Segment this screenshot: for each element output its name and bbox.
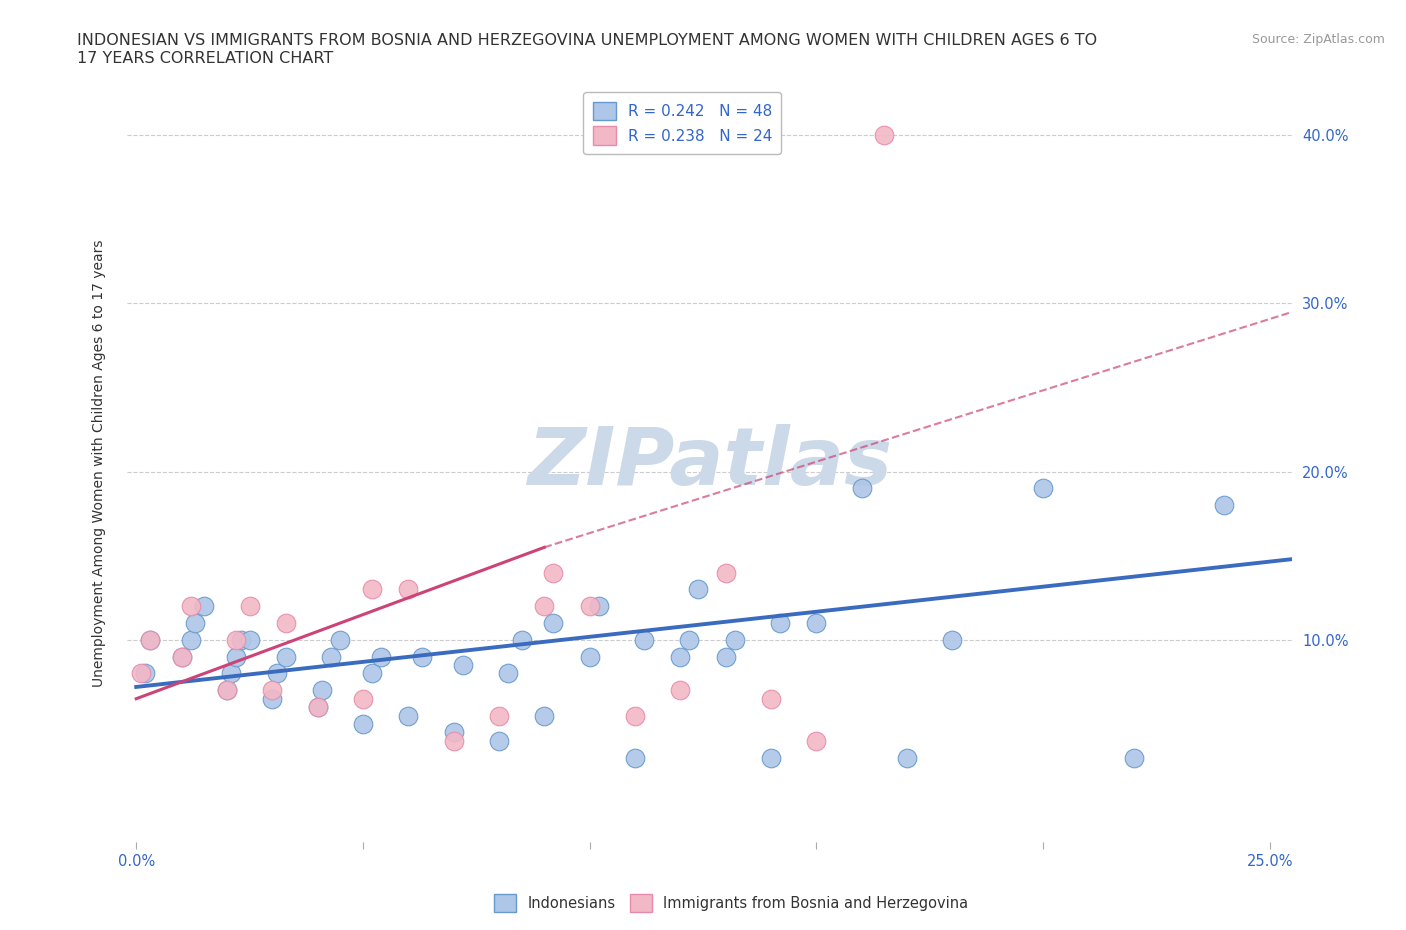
- Point: [873, 127, 896, 142]
- Point: [180, 599, 202, 614]
- Point: [759, 691, 782, 706]
- Point: [678, 632, 700, 647]
- Point: [806, 616, 828, 631]
- Point: [184, 616, 207, 631]
- Point: [510, 632, 533, 647]
- Point: [588, 599, 610, 614]
- Point: [688, 582, 710, 597]
- Point: [488, 734, 510, 749]
- Point: [307, 699, 329, 714]
- Point: [180, 632, 202, 647]
- Point: [633, 632, 655, 647]
- Legend: R = 0.242   N = 48, R = 0.238   N = 24: R = 0.242 N = 48, R = 0.238 N = 24: [583, 92, 782, 154]
- Point: [624, 751, 647, 765]
- Point: [488, 708, 510, 723]
- Point: [170, 649, 193, 664]
- Point: [724, 632, 747, 647]
- Point: [714, 565, 737, 580]
- Point: [311, 683, 333, 698]
- Point: [714, 649, 737, 664]
- Point: [239, 632, 262, 647]
- Y-axis label: Unemployment Among Women with Children Ages 6 to 17 years: Unemployment Among Women with Children A…: [93, 239, 107, 687]
- Point: [533, 599, 555, 614]
- Point: [129, 666, 152, 681]
- Point: [274, 649, 297, 664]
- Point: [543, 565, 565, 580]
- Point: [543, 616, 565, 631]
- Point: [225, 632, 247, 647]
- Point: [139, 632, 162, 647]
- Point: [215, 683, 238, 698]
- Point: [370, 649, 392, 664]
- Point: [193, 599, 215, 614]
- Text: Source: ZipAtlas.com: Source: ZipAtlas.com: [1251, 33, 1385, 46]
- Legend: Indonesians, Immigrants from Bosnia and Herzegovina: Indonesians, Immigrants from Bosnia and …: [488, 888, 974, 918]
- Point: [1032, 481, 1054, 496]
- Point: [215, 683, 238, 698]
- Point: [533, 708, 555, 723]
- Point: [262, 691, 284, 706]
- Point: [443, 724, 465, 739]
- Point: [229, 632, 252, 647]
- Point: [578, 599, 600, 614]
- Point: [266, 666, 288, 681]
- Point: [669, 649, 692, 664]
- Point: [239, 599, 262, 614]
- Point: [139, 632, 162, 647]
- Point: [806, 734, 828, 749]
- Point: [669, 683, 692, 698]
- Point: [262, 683, 284, 698]
- Point: [361, 666, 384, 681]
- Point: [321, 649, 343, 664]
- Point: [759, 751, 782, 765]
- Point: [443, 734, 465, 749]
- Point: [352, 691, 374, 706]
- Point: [411, 649, 433, 664]
- Point: [851, 481, 873, 496]
- Point: [225, 649, 247, 664]
- Point: [352, 716, 374, 731]
- Text: 17 YEARS CORRELATION CHART: 17 YEARS CORRELATION CHART: [77, 51, 333, 66]
- Point: [170, 649, 193, 664]
- Text: ZIPatlas: ZIPatlas: [527, 424, 893, 502]
- Point: [1213, 498, 1236, 512]
- Point: [361, 582, 384, 597]
- Point: [329, 632, 352, 647]
- Point: [941, 632, 963, 647]
- Point: [134, 666, 156, 681]
- Point: [396, 708, 419, 723]
- Point: [396, 582, 419, 597]
- Point: [896, 751, 918, 765]
- Point: [274, 616, 297, 631]
- Point: [496, 666, 519, 681]
- Text: INDONESIAN VS IMMIGRANTS FROM BOSNIA AND HERZEGOVINA UNEMPLOYMENT AMONG WOMEN WI: INDONESIAN VS IMMIGRANTS FROM BOSNIA AND…: [77, 33, 1098, 47]
- Point: [1122, 751, 1144, 765]
- Point: [451, 658, 474, 672]
- Point: [624, 708, 647, 723]
- Point: [578, 649, 600, 664]
- Point: [221, 666, 243, 681]
- Point: [307, 699, 329, 714]
- Point: [769, 616, 792, 631]
